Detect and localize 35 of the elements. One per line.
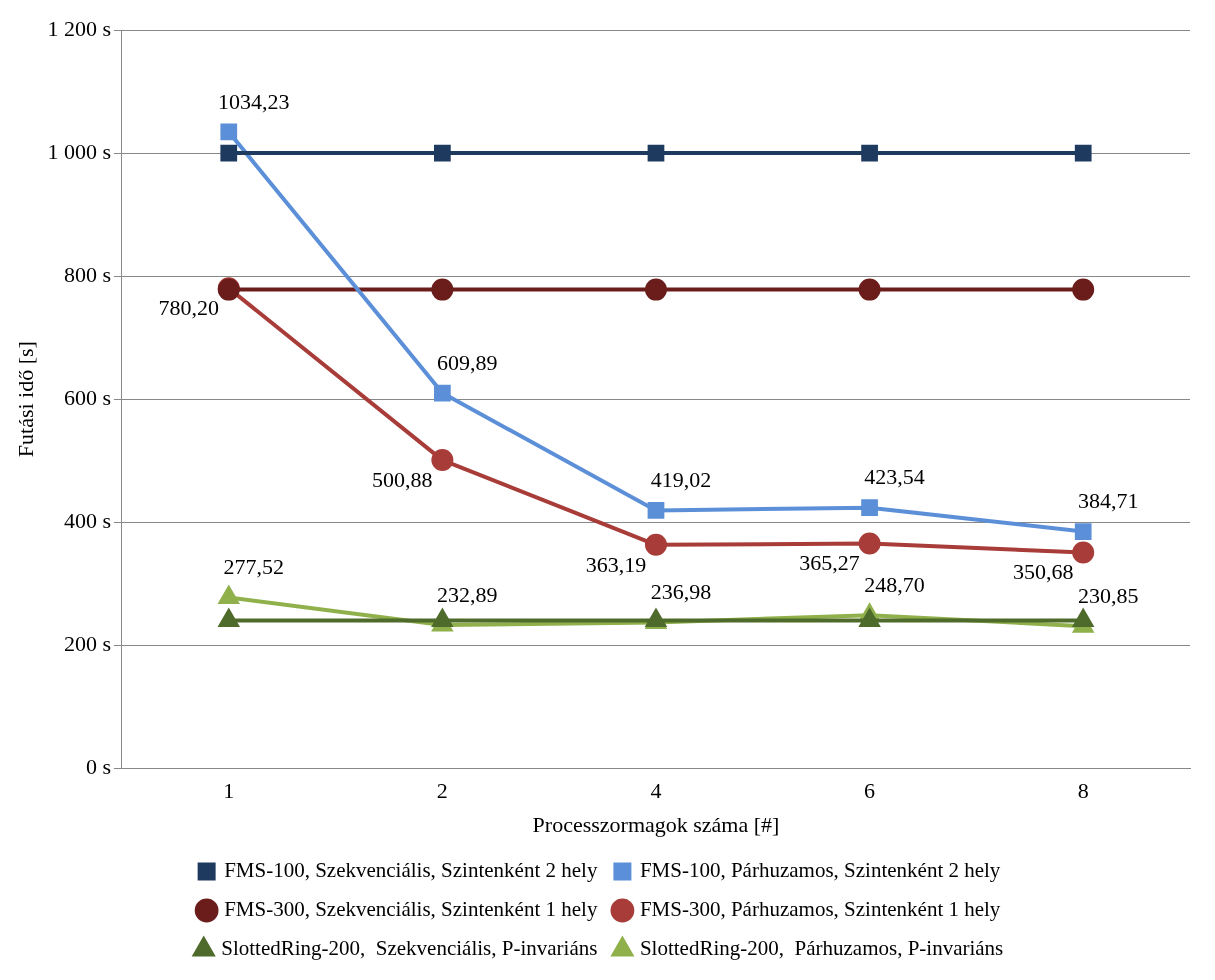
legend-label: FMS-100, Párhuzamos, Szintenként 2 hely bbox=[639, 858, 1001, 883]
data-label: 363,19 bbox=[585, 551, 647, 577]
x-tick-label: 4 bbox=[650, 778, 662, 804]
y-tick-label: 600 s bbox=[63, 384, 111, 410]
y-tick-label: 1 000 s bbox=[47, 138, 111, 164]
x-tick-label: 6 bbox=[864, 778, 876, 804]
data-label: 232,89 bbox=[437, 581, 498, 607]
x-tick-label: 8 bbox=[1077, 778, 1089, 804]
data-label: 609,89 bbox=[437, 349, 498, 375]
x-tick-label: 1 bbox=[223, 778, 235, 804]
data-label: 500,88 bbox=[372, 466, 433, 492]
data-label: 419,02 bbox=[650, 467, 712, 493]
legend-label: FMS-300, Párhuzamos, Szintenként 1 hely bbox=[639, 897, 1001, 922]
y-tick-label: 800 s bbox=[63, 261, 111, 287]
data-label: 384,71 bbox=[1077, 488, 1139, 514]
data-label: 1034,23 bbox=[218, 88, 290, 114]
legend-label: SlottedRing-200, Szekvenciális, P-invariáns bbox=[221, 936, 598, 961]
y-tick-label: 1 200 s bbox=[47, 15, 111, 41]
legend-label: SlottedRing-200, Párhuzamos, P-invariáns bbox=[639, 936, 1004, 961]
data-label: 423,54 bbox=[864, 464, 925, 490]
data-label: 277,52 bbox=[223, 554, 285, 580]
data-label: 365,27 bbox=[799, 550, 860, 576]
legend-label: FMS-100, Szekvenciális, Szintenként 2 hely bbox=[224, 858, 598, 883]
data-label: 230,85 bbox=[1077, 582, 1139, 608]
legend-label: FMS-300, Szekvenciális, Szintenként 1 hely bbox=[224, 897, 598, 922]
data-label: 780,20 bbox=[158, 295, 220, 321]
x-tick-label: 2 bbox=[436, 778, 448, 804]
x-axis-title: Processzormagok száma [#] bbox=[532, 811, 780, 837]
y-axis-title: Futási idő [s] bbox=[12, 341, 38, 458]
data-label: 236,98 bbox=[650, 579, 712, 605]
data-label: 248,70 bbox=[864, 571, 925, 597]
y-tick-label: 400 s bbox=[63, 507, 111, 533]
y-tick-label: 0 s bbox=[85, 753, 111, 779]
data-label: 350,68 bbox=[1012, 559, 1074, 585]
y-tick-label: 200 s bbox=[63, 630, 111, 656]
